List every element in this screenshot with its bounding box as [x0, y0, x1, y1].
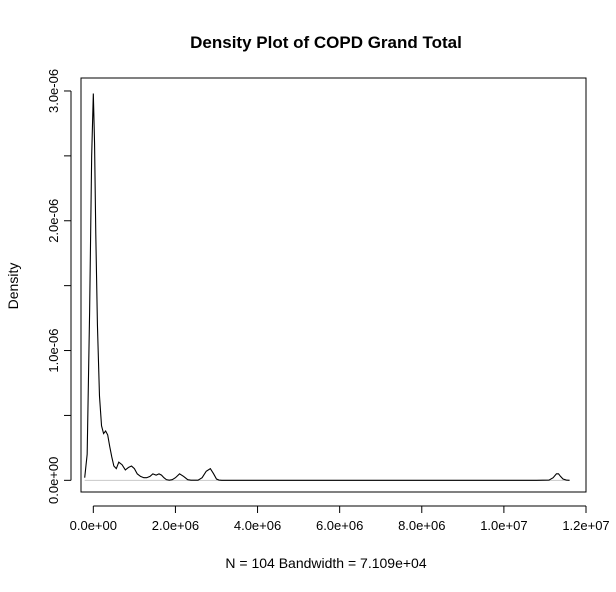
x-tick-label: 6.0e+06 [316, 518, 363, 533]
density-series-line [84, 93, 570, 481]
x-tick-label: 4.0e+06 [234, 518, 281, 533]
y-tick-label: 3.0e-06 [46, 69, 61, 113]
x-axis-ticks: 0.0e+00 2.0e+06 4.0e+06 6.0e+06 8.0e+06 1.0e+… [70, 506, 610, 533]
x-tick-label: 1.0e+07 [480, 518, 527, 533]
chart-title: Density Plot of COPD Grand Total [190, 33, 462, 52]
y-tick-label: 0.0e+00 [46, 457, 61, 504]
plot-box [80, 77, 587, 493]
y-tick-label: 1.0e-06 [46, 328, 61, 372]
y-axis-label: Density [5, 263, 21, 310]
x-tick-label: 2.0e+06 [152, 518, 199, 533]
x-tick-label: 8.0e+06 [398, 518, 445, 533]
x-tick-label: 1.2e+07 [562, 518, 609, 533]
x-tick-label: 0.0e+00 [70, 518, 117, 533]
y-axis-ticks: 0.0e+00 1.0e-06 2.0e-06 3.0e-06 [46, 69, 71, 504]
x-axis-label: N = 104 Bandwidth = 7.109e+04 [225, 555, 426, 571]
y-tick-label: 2.0e-06 [46, 199, 61, 243]
